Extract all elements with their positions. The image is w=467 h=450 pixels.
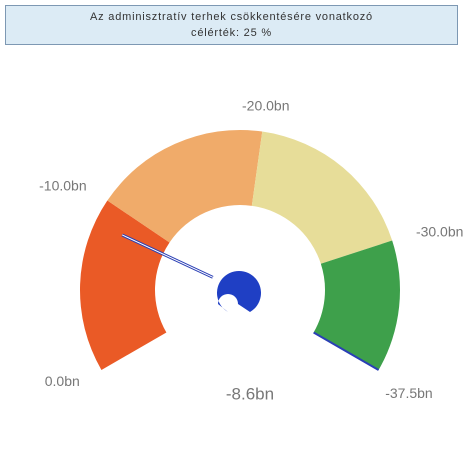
gauge-band: [251, 131, 393, 264]
center-ring: [217, 270, 261, 312]
target-line: [313, 331, 380, 371]
chart-title: Az adminisztratív terhek csökkentésére v…: [5, 5, 458, 45]
tick-label: -10.0bn: [39, 177, 86, 193]
tick-label: -37.5bn: [385, 385, 432, 401]
gauge-band: [107, 130, 263, 243]
gauge-band: [313, 240, 401, 370]
value-label: -8.6bn: [226, 384, 274, 403]
needle-highlight: [122, 234, 214, 278]
tick-label: -20.0bn: [242, 98, 289, 114]
gauge-band: [80, 200, 170, 370]
tick-label: -30.0bn: [416, 224, 463, 240]
tick-label: 0.0bn: [45, 373, 80, 389]
